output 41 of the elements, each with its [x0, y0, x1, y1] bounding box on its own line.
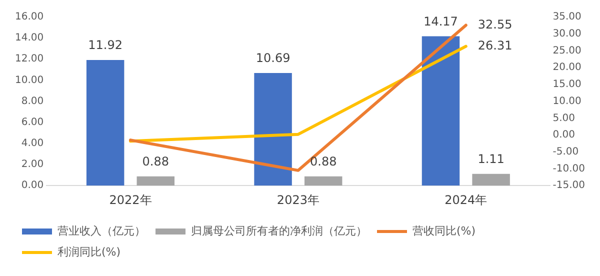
y2-tick-label: -10.00	[552, 163, 586, 174]
legend-label: 归属母公司所有者的净利润（亿元）	[191, 224, 367, 238]
bar	[304, 176, 342, 186]
y-tick-label: 2.00	[21, 159, 44, 170]
y2-tick-label: 5.00	[552, 112, 576, 124]
y2-tick-label: 35.00	[552, 12, 582, 23]
data-label: 0.88	[142, 154, 169, 168]
y2-tick-label: 0.00	[552, 130, 576, 141]
legend-label: 营业收入（亿元）	[58, 224, 146, 238]
data-label: 26.31	[478, 38, 512, 52]
y-tick-label: 8.00	[21, 96, 44, 107]
data-label: 0.88	[310, 154, 337, 168]
y2-tick-label: 30.00	[552, 28, 582, 40]
y2-tick-label: 10.00	[552, 96, 582, 107]
y2-tick-label: -5.00	[552, 146, 579, 158]
y2-tick-label: 20.00	[552, 62, 582, 74]
x-tick-label: 2023年	[276, 192, 320, 207]
bar	[86, 60, 124, 186]
y2-tick-label: -15.00	[552, 180, 586, 192]
data-label: 1.11	[478, 152, 504, 166]
legend-label: 利润同比(%)	[58, 245, 121, 258]
y-tick-label: 0.00	[21, 180, 44, 192]
y-tick-label: 14.00	[14, 32, 44, 44]
y-tick-label: 10.00	[14, 74, 44, 86]
y2-tick-label: 25.00	[552, 45, 582, 56]
data-label: 14.17	[424, 14, 458, 28]
bar	[254, 72, 292, 186]
data-label: 32.55	[478, 17, 512, 32]
y-tick-label: 4.00	[21, 138, 44, 150]
x-tick-label: 2022年	[109, 192, 152, 207]
x-tick-label: 2024年	[444, 192, 488, 207]
y2-tick-label: 15.00	[552, 79, 582, 90]
bar	[472, 174, 510, 186]
bar	[422, 36, 460, 186]
data-label: 11.92	[88, 38, 123, 52]
y-tick-label: 16.00	[14, 12, 44, 23]
y-tick-label: 12.00	[14, 54, 44, 65]
legend-label: 营收同比(%)	[412, 224, 476, 238]
y-tick-label: 6.00	[21, 116, 44, 128]
data-label: 10.69	[256, 51, 290, 66]
bar	[136, 176, 175, 186]
